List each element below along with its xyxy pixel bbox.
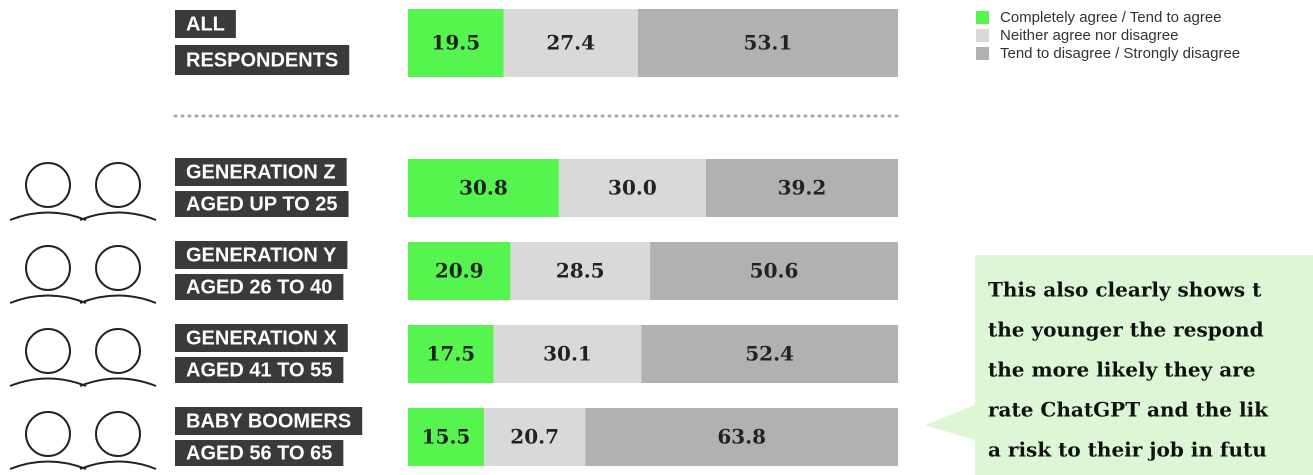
category-label: AGED 26 TO 40 [175,274,343,300]
value-label: 27.4 [546,31,595,55]
legend-label: Tend to disagree / Strongly disagree [1000,45,1240,62]
category-label: AGED 41 TO 55 [175,357,343,383]
category-text: AGED 56 TO 65 [186,442,332,464]
page: 19.5 27.4 53.1 ALL RESPONDENTS 30.8 30.0 39.2 GE… [0,0,1313,475]
value-label: 30.0 [608,176,657,200]
category-text: BABY BOOMERS [186,410,351,432]
value-label: 63.8 [717,425,766,449]
legend-label: Neither agree nor disagree [1000,27,1178,44]
category-label: GENERATION Z [175,158,347,186]
category-text: RESPONDENTS [186,49,338,71]
category-text: AGED 41 TO 55 [186,359,332,381]
annotation-line: This also clearly shows t [988,278,1262,302]
category-text: GENERATION Z [186,161,336,183]
people-icons [10,163,156,469]
value-label: 53.1 [744,31,793,55]
value-label: 19.5 [431,31,480,55]
value-label: 50.6 [750,259,799,283]
category-text: GENERATION X [186,327,337,349]
annotation-line: the younger the respond [988,318,1264,342]
value-label: 30.8 [459,176,508,200]
category-text: AGED UP TO 25 [186,193,338,215]
annotation-line: rate ChatGPT and the lik [988,398,1269,422]
annotation-line: the more likely they are [988,358,1255,382]
annotation-line: a risk to their job in futu [988,438,1267,462]
category-label: RESPONDENTS [175,45,349,75]
category-text: GENERATION Y [186,244,337,266]
legend-label: Completely agree / Tend to agree [1000,9,1222,26]
category-label: AGED UP TO 25 [175,191,349,217]
category-text: AGED 26 TO 40 [186,276,332,298]
value-label: 15.5 [422,425,471,449]
category-label: ALL [175,10,236,38]
value-label: 17.5 [427,342,476,366]
value-label: 52.4 [745,342,794,366]
value-label: 28.5 [556,259,605,283]
legend-swatch [976,11,989,24]
value-label: 20.9 [435,259,484,283]
chart: 19.5 27.4 53.1 ALL RESPONDENTS 30.8 30.0 39.2 GE… [0,0,1313,475]
category-label: BABY BOOMERS [175,407,362,435]
legend-swatch [976,47,989,60]
category-text: ALL [186,13,225,35]
category-label: GENERATION X [175,324,348,352]
value-label: 39.2 [778,176,827,200]
category-label: GENERATION Y [175,241,347,269]
value-label: 20.7 [510,425,559,449]
legend-swatch [976,29,989,42]
value-label: 30.1 [543,342,592,366]
category-label: AGED 56 TO 65 [175,440,343,466]
